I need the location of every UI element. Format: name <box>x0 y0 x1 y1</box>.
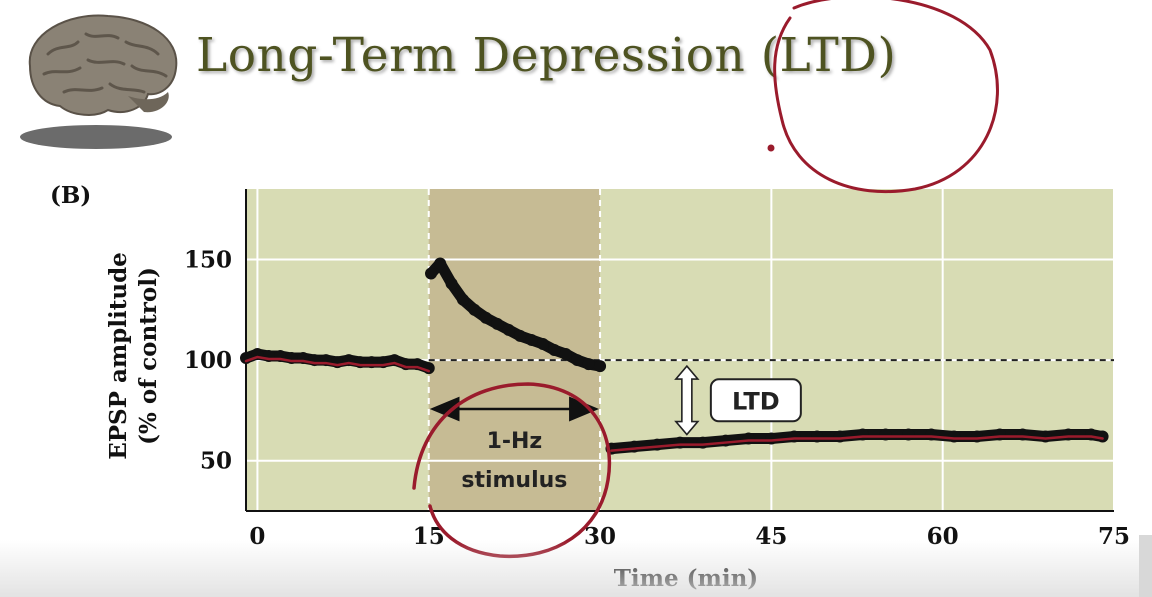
data-point <box>765 432 778 445</box>
data-point <box>628 440 641 453</box>
x-tick-label: 75 <box>1098 523 1130 550</box>
edge-bar <box>1139 535 1152 597</box>
data-point <box>719 434 732 447</box>
x-tick-labels: 0 15 30 45 60 75 <box>249 523 1130 550</box>
data-point <box>594 360 607 373</box>
data-point <box>457 293 469 306</box>
stimulus-label-line1: 1-Hz <box>487 429 543 454</box>
y-axis-sublabel: (% of control) <box>135 267 162 445</box>
data-point <box>970 430 983 443</box>
stimulus-label-line2: stimulus <box>461 468 567 493</box>
y-tick-labels: 50 100 150 <box>184 246 232 474</box>
ltd-label-box <box>709 378 802 423</box>
data-point <box>811 430 824 443</box>
stimulus-boundaries <box>427 189 602 511</box>
data-point <box>651 438 664 451</box>
data-point <box>1039 430 1052 443</box>
y-tick-label: 50 <box>200 448 232 475</box>
y-axis-label: EPSP amplitude <box>105 252 132 460</box>
panel-label: (B) <box>50 182 92 209</box>
data-point <box>948 430 961 443</box>
ltd-annotation: LTD <box>674 364 802 436</box>
data-point <box>742 432 755 445</box>
data-point <box>582 358 595 371</box>
stimulus-shading <box>428 189 601 511</box>
data-point <box>925 428 938 441</box>
ltd-label: LTD <box>732 387 780 415</box>
y-tick-label: 150 <box>184 246 232 273</box>
stimulus-annotation: 1-Hz stimulus <box>429 396 600 493</box>
data-point <box>425 267 438 280</box>
data-point <box>445 277 458 290</box>
data-point <box>1016 428 1029 441</box>
ink-dot <box>767 144 775 152</box>
data-point <box>559 348 572 361</box>
data-point <box>674 436 686 449</box>
trace-segment <box>425 257 606 372</box>
data-point <box>502 323 515 336</box>
x-tick-label: 30 <box>584 523 616 550</box>
data-point <box>788 430 801 443</box>
data-point <box>514 329 527 342</box>
data-point <box>1096 430 1109 443</box>
ink-circle-ltd-title <box>773 0 999 194</box>
data-point <box>1062 428 1075 441</box>
data-point <box>993 428 1006 441</box>
data-point <box>879 428 892 441</box>
data-point <box>902 428 915 441</box>
x-tick-label: 45 <box>755 523 787 550</box>
data-point <box>1085 428 1098 441</box>
x-axis-label: Time (min) <box>614 565 758 592</box>
y-tick-label: 100 <box>184 347 232 374</box>
data-point <box>468 303 481 316</box>
data-point <box>571 354 584 367</box>
data-point <box>525 333 538 346</box>
x-tick-label: 60 <box>927 523 959 550</box>
data-point <box>696 436 709 449</box>
data-point <box>491 317 504 330</box>
plot-background <box>246 189 1114 511</box>
data-point <box>548 344 561 356</box>
data-point <box>434 257 447 270</box>
data-point <box>479 311 492 324</box>
brain-icon <box>20 14 178 149</box>
data-point <box>536 337 549 350</box>
ink-trace-overlay <box>244 355 1104 452</box>
ltd-double-arrow <box>674 364 700 436</box>
x-tick-label: 0 <box>249 523 265 550</box>
data-point <box>856 428 869 441</box>
data-point <box>833 430 846 443</box>
